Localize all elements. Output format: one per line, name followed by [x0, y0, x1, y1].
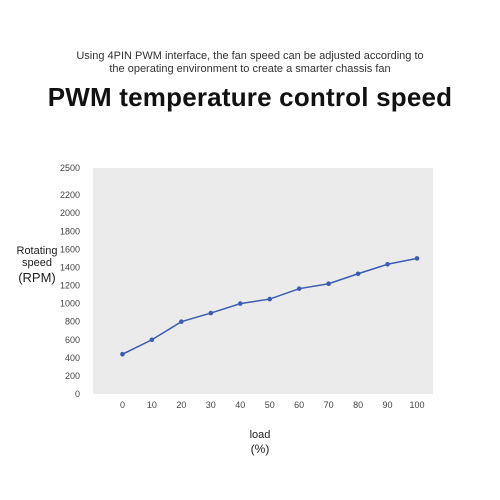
y-axis-label-line-1: Rotating — [16, 245, 58, 257]
x-tick-label: 40 — [235, 400, 245, 410]
x-tick-label: 30 — [206, 400, 216, 410]
y-tick-label: 1400 — [60, 262, 80, 272]
x-axis-label: load (%) — [230, 428, 290, 456]
y-tick-label: 200 — [65, 371, 80, 381]
y-tick-label: 400 — [65, 353, 80, 363]
x-tick-label: 90 — [383, 400, 393, 410]
y-axis-label: Rotating speed (RPM) — [8, 245, 66, 284]
data-point — [149, 337, 155, 343]
y-tick-label: 0 — [75, 389, 80, 399]
subtitle-line-2: the operating environment to create a sm… — [109, 63, 391, 75]
x-tick-label: 80 — [353, 400, 363, 410]
x-tick-label: 100 — [409, 400, 424, 410]
plot-area — [93, 168, 433, 394]
data-point — [120, 351, 125, 357]
y-tick-label: 1600 — [60, 244, 80, 254]
x-tick-label: 20 — [176, 400, 186, 410]
data-point — [296, 286, 302, 291]
chart-title: PWM temperature control speed — [47, 82, 453, 112]
data-point — [208, 310, 214, 316]
x-tick-label: 70 — [324, 400, 334, 410]
y-tick-labels: 0 200 400 600 800 1000 1200 1400 1600 1800 2000 220… — [60, 163, 80, 399]
y-tick-label: 2200 — [60, 190, 80, 200]
data-point — [267, 296, 273, 302]
y-tick-label: 2500 — [60, 163, 80, 173]
y-tick-label: 1800 — [60, 226, 80, 236]
y-tick-label: 1000 — [60, 299, 80, 309]
data-point — [414, 256, 420, 261]
data-points — [120, 256, 420, 357]
x-tick-labels: 0 10 20 30 40 50 60 70 80 90 100 — [120, 400, 425, 410]
data-point — [179, 319, 184, 324]
x-axis-label-text: load — [249, 429, 271, 441]
y-tick-label: 2000 — [60, 208, 80, 218]
chart-subtitle: Using 4PIN PWM interface, the fan speed … — [40, 50, 460, 76]
data-point — [326, 281, 331, 287]
data-point — [355, 271, 361, 277]
y-tick-label: 1200 — [60, 281, 80, 291]
y-axis-unit: (RPM) — [18, 270, 56, 285]
y-axis-label-line-2: speed — [22, 257, 52, 269]
x-axis-unit: (%) — [250, 442, 270, 456]
subtitle-line-1: Using 4PIN PWM interface, the fan speed … — [76, 50, 424, 62]
y-tick-label: 600 — [65, 335, 80, 345]
x-tick-label: 60 — [294, 400, 304, 410]
x-tick-label: 10 — [147, 400, 157, 410]
data-point — [385, 261, 390, 267]
x-tick-label: 0 — [120, 400, 125, 410]
x-tick-label: 50 — [265, 400, 275, 410]
data-point — [237, 301, 243, 306]
y-tick-label: 800 — [65, 317, 80, 327]
